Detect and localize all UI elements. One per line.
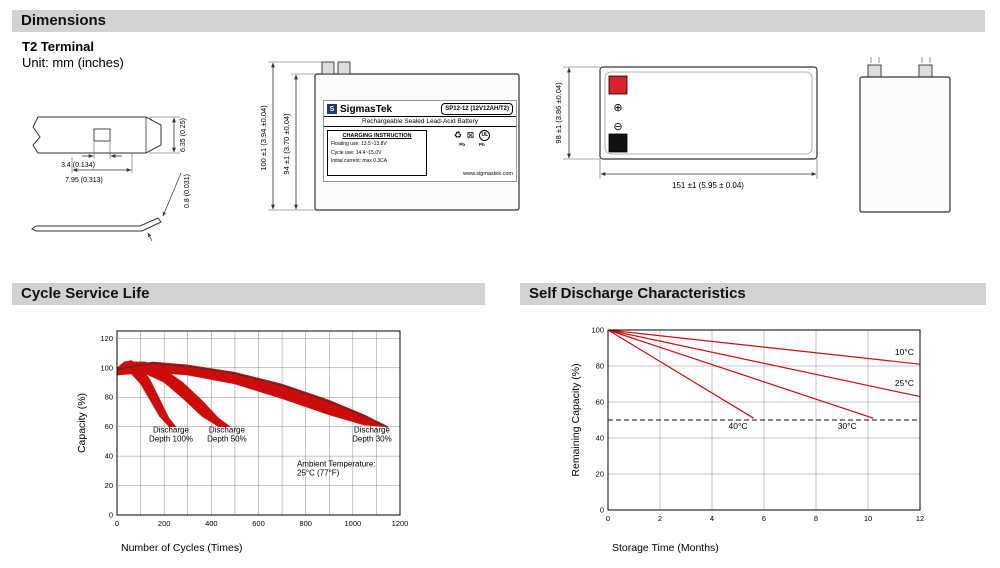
svg-text:80: 80: [105, 393, 113, 402]
svg-text:Capacity (%): Capacity (%): [76, 393, 88, 453]
svg-text:1200: 1200: [392, 519, 409, 528]
svg-text:80: 80: [596, 362, 604, 371]
svg-text:25°C: 25°C: [895, 378, 914, 388]
website-text: www.sigmastek.com: [463, 171, 513, 177]
section-header-dimensions: Dimensions: [12, 10, 985, 32]
svg-text:10°C: 10°C: [895, 347, 914, 357]
side-terminal-2: [918, 64, 933, 78]
charging-line-cycle: Cycle use: 14.4~15.0V: [331, 149, 382, 156]
dim-terminal-height: 6.35 (0.25): [180, 118, 187, 152]
dim-terminal-thickness: 0.8 (0.031): [184, 174, 191, 208]
front-terminal-1: [321, 61, 335, 75]
svg-text:100: 100: [100, 363, 113, 372]
terminal-detail-drawing: 6.35 (0.25) 3.4 (0.134) 7.95 (0.313) 0.8…: [31, 116, 191, 242]
svg-text:1000: 1000: [344, 519, 361, 528]
plus-symbol: ⊕: [613, 102, 622, 114]
unit-note: Unit: mm (inches): [22, 55, 124, 70]
cycle-life-chart: Discharge Depth 100% Discharge Depth 50% Dis…: [55, 313, 485, 558]
svg-text:0: 0: [115, 519, 119, 528]
battery-type-text: Rechargeable Sealed Lead-Acid Battery: [324, 116, 516, 127]
svg-text:4: 4: [710, 514, 714, 523]
dim-width: 151 ±1 (5.95 ± 0.04): [672, 181, 744, 190]
charging-instruction-box: CHARGING INSTRUCTION Floating use: 13.5~…: [327, 130, 427, 176]
dim-terminal-hole: 3.4 (0.134): [61, 162, 95, 169]
svg-text:10: 10: [864, 514, 872, 523]
svg-text:12: 12: [916, 514, 924, 523]
svg-text:20: 20: [105, 481, 113, 490]
charging-instruction-title: CHARGING INSTRUCTION: [342, 133, 412, 139]
terminal-type-subtitle: T2 Terminal: [22, 39, 95, 54]
svg-text:40°C: 40°C: [729, 421, 748, 431]
dim-terminal-tab: 7.95 (0.313): [65, 177, 103, 184]
svg-text:60: 60: [105, 422, 113, 431]
charging-line-floating: Floating use: 13.5~13.8V: [331, 141, 387, 147]
svg-text:6: 6: [762, 514, 766, 523]
label-icons: ♻ ⊠ UL Pb Pb www.sigmastek.com: [431, 130, 513, 177]
svg-text:0: 0: [600, 506, 604, 515]
pb-label: Pb: [479, 142, 485, 147]
section-header-self-discharge: Self Discharge Characteristics: [520, 283, 986, 305]
recycle-icon: ♻: [453, 130, 462, 140]
front-terminal-2: [337, 61, 351, 75]
svg-text:600: 600: [252, 519, 265, 528]
dim-overall-height: 100 ±1 (3.94 ±0.04): [259, 105, 268, 171]
negative-terminal: [608, 133, 628, 153]
svg-text:0: 0: [109, 511, 113, 520]
svg-text:Storage Time (Months): Storage Time (Months): [612, 542, 719, 554]
svg-text:120: 120: [100, 334, 113, 343]
model-badge: SP12-12 (12V12AH/T2): [441, 103, 513, 115]
section-header-cycle-service-life: Cycle Service Life: [12, 283, 485, 305]
svg-text:60: 60: [596, 398, 604, 407]
svg-text:200: 200: [158, 519, 171, 528]
dim-case-height: 94 ±1 (3.70 ±0.04): [282, 113, 291, 175]
ul-mark-icon: UL: [479, 130, 491, 141]
self-discharge-chart: 10°C 25°C 30°C 40°C 0 2 4 6 8 10 12 0 20 40 60 80 100 Sto…: [545, 313, 985, 558]
side-terminal-1: [867, 64, 882, 78]
svg-text:40: 40: [105, 452, 113, 461]
battery-side-view: [859, 57, 951, 213]
sigmastek-logo-icon: S: [327, 104, 337, 114]
positive-terminal: [608, 75, 628, 95]
svg-text:40: 40: [596, 434, 604, 443]
brand-name: SigmasTek: [340, 103, 393, 115]
svg-text:Remaining Capacity (%): Remaining Capacity (%): [570, 363, 582, 476]
svg-text:0: 0: [606, 514, 610, 523]
svg-text:400: 400: [205, 519, 218, 528]
battery-top-view: ⊕ ⊖ 98 ±1 (3.86 ±0.04) 151 ±1 (5.95 ± 0.…: [554, 66, 818, 190]
terminal-hole: [93, 128, 111, 142]
svg-text:2: 2: [658, 514, 662, 523]
svg-text:20: 20: [596, 470, 604, 479]
pb-label: Pb: [459, 142, 465, 147]
battery-front-view: 100 ±1 (3.94 ±0.04) 94 ±1 (3.70 ±0.04) S…: [255, 52, 535, 267]
svg-text:30°C: 30°C: [838, 421, 857, 431]
battery-label: S SigmasTek SP12-12 (12V12AH/T2) Recharg…: [323, 100, 517, 182]
charging-line-initial: Initial current: max 0.3CA: [331, 158, 388, 164]
svg-text:Number of Cycles (Times): Number of Cycles (Times): [121, 542, 243, 554]
svg-text:8: 8: [814, 514, 818, 523]
svg-text:100: 100: [591, 326, 604, 335]
minus-symbol: ⊖: [613, 121, 622, 133]
dim-depth: 98 ±1 (3.86 ±0.04): [554, 82, 563, 144]
svg-text:800: 800: [299, 519, 312, 528]
svg-text:Ambient Temperature:25°C (77°F: Ambient Temperature: 25°C (77°F): [297, 459, 376, 477]
no-trash-icon: ⊠: [466, 130, 475, 140]
